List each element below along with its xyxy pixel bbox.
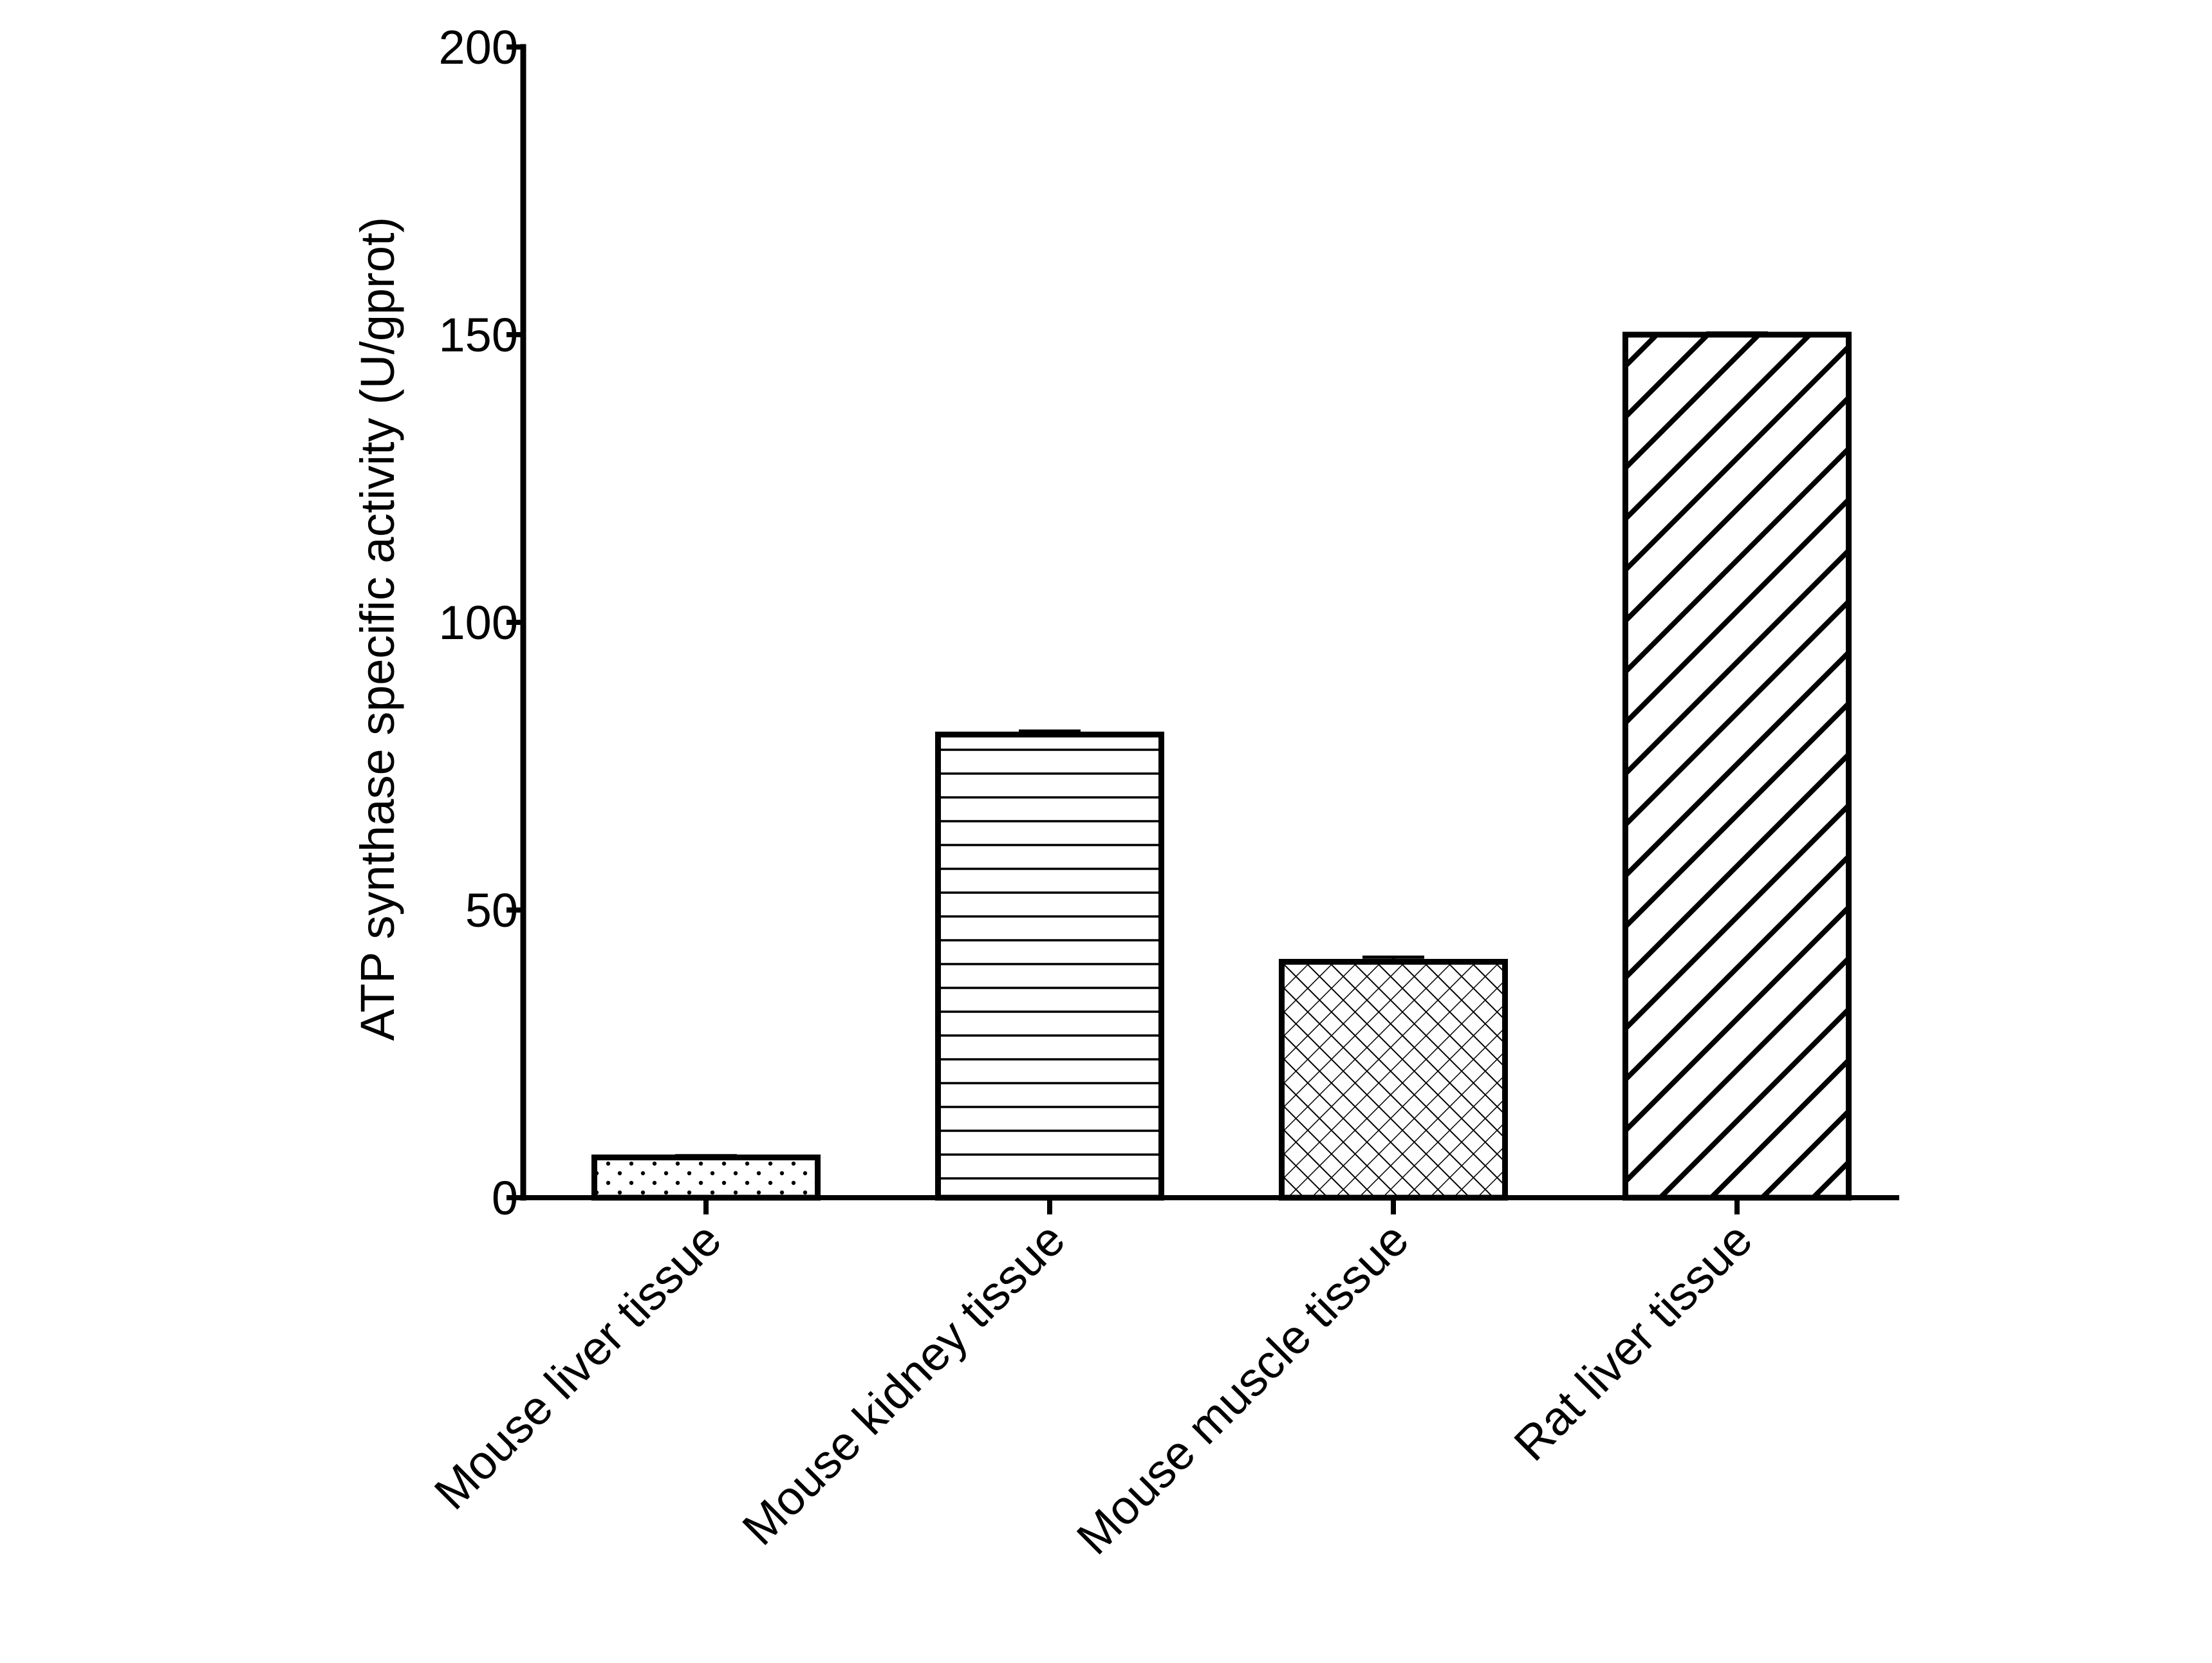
y-tick-label: 50 — [465, 884, 518, 937]
error-bars-layer — [675, 331, 1768, 1158]
x-axis-ticks: Mouse liver tissue Mouse kidney tissueMou… — [424, 1198, 1762, 1565]
y-axis-label: ATP synthase specific activity (U/gprot) — [351, 217, 404, 1041]
x-tick-label: Mouse liver tissue — [424, 1212, 731, 1519]
bar-mouse-liver-tissue — [591, 1154, 821, 1201]
x-tick-label: Mouse muscle tissue — [1066, 1212, 1418, 1565]
y-tick-label: 200 — [439, 21, 518, 74]
y-tick-label: 150 — [439, 308, 518, 362]
bar-rat-liver-tissue — [1622, 331, 1852, 1201]
y-axis-ticks: 0 50 100 150 200 — [439, 21, 523, 1225]
y-tick-label: 100 — [439, 596, 518, 649]
x-tick-label: Mouse kidney tissue — [732, 1212, 1075, 1556]
bar-mouse-kidney-tissue — [935, 731, 1164, 1201]
y-tick-label: 0 — [492, 1171, 518, 1225]
bars-layer — [591, 331, 1852, 1201]
x-tick-label: Rat liver tissue — [1503, 1212, 1762, 1471]
bar-mouse-muscle-tissue — [1279, 958, 1508, 1201]
